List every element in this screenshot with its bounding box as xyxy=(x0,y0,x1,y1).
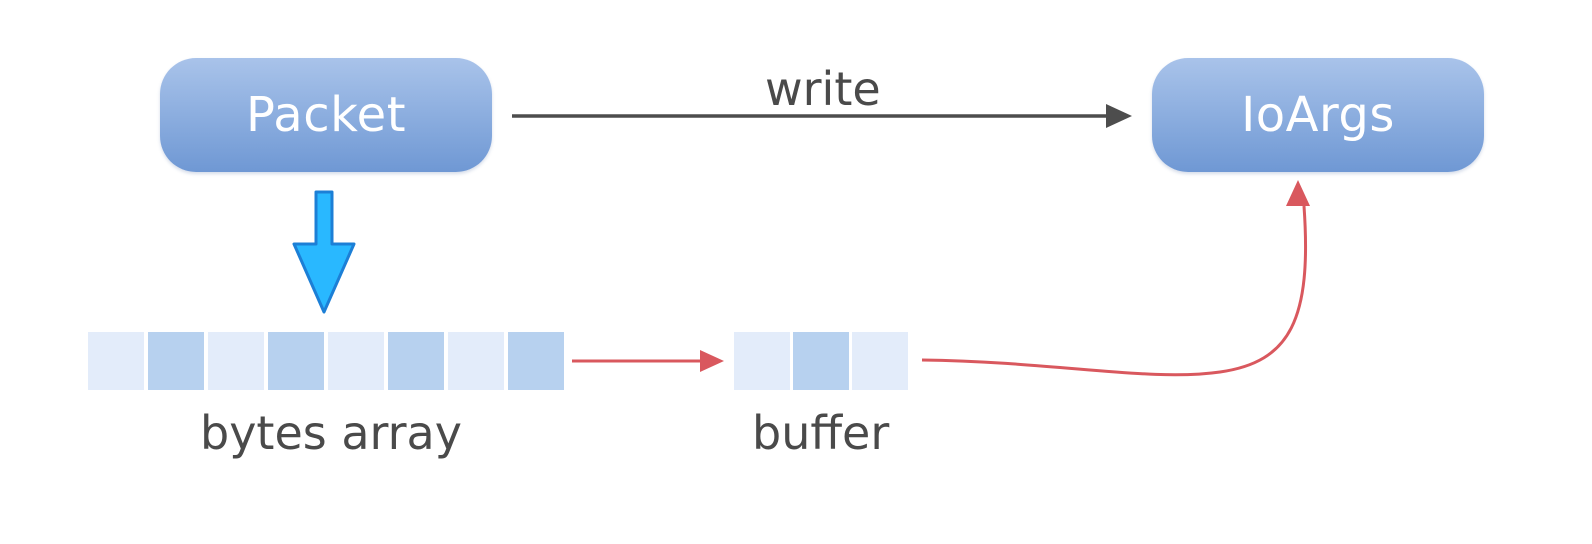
byte-cell xyxy=(448,332,504,390)
buffer-cell xyxy=(734,332,790,390)
buffer-label: buffer xyxy=(752,406,890,460)
bytes-to-buffer-arrow-head xyxy=(700,350,724,372)
byte-cell xyxy=(268,332,324,390)
byte-cell xyxy=(508,332,564,390)
packet-label: Packet xyxy=(245,87,407,143)
byte-cell xyxy=(388,332,444,390)
byte-cell xyxy=(208,332,264,390)
byte-cell xyxy=(148,332,204,390)
buffer-cell xyxy=(852,332,908,390)
write-arrow-head xyxy=(1106,104,1132,128)
buffer-cell xyxy=(793,332,849,390)
byte-cell xyxy=(328,332,384,390)
bytes-array-label: bytes array xyxy=(200,406,462,460)
ioargs-label: IoArgs xyxy=(1241,87,1395,143)
blue-down-arrow xyxy=(292,190,356,314)
write-label: write xyxy=(765,62,881,116)
byte-cell xyxy=(88,332,144,390)
packet-node: Packet xyxy=(160,58,492,172)
buffer-to-ioargs-curve xyxy=(921,205,1308,377)
buffer-to-ioargs-arrow-head xyxy=(1286,180,1310,206)
ioargs-node: IoArgs xyxy=(1152,58,1484,172)
